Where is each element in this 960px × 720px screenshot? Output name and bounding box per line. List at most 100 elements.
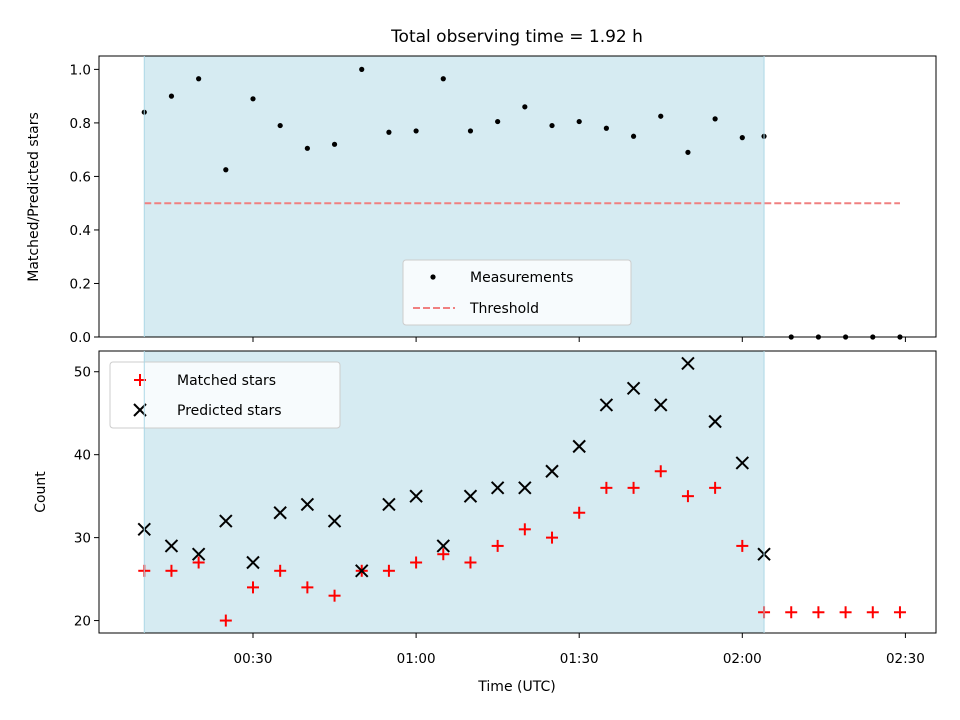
matched-star-point: [600, 481, 613, 494]
measurement-point: [685, 149, 691, 155]
matched-star-point: [382, 564, 395, 577]
top-y-ticks: 0.0 0.2 0.4 0.6 0.8 1.0: [70, 62, 99, 346]
matched-star-point: [518, 523, 531, 536]
measurement-point: [250, 96, 256, 102]
y-tick-label: 0.4: [70, 223, 91, 239]
predicted-star-point: [626, 381, 641, 396]
predicted-star-point: [708, 414, 722, 429]
matched-star-point: [192, 556, 205, 569]
y-tick-label: 50: [74, 365, 91, 381]
bottom-legend-box: [109, 361, 341, 429]
y-tick-label: 1.0: [70, 62, 91, 78]
top-legend-box: [402, 259, 632, 326]
predicted-star-point: [463, 489, 478, 503]
chart-title: Total observing time = 1.92 h: [390, 27, 643, 47]
measurement-point: [359, 66, 365, 72]
measurement-point: [630, 133, 637, 139]
top-y-axis-label: Matched/Predicted stars: [26, 112, 42, 282]
predicted-star-point: [300, 497, 315, 512]
matched-star-point: [812, 606, 825, 619]
predicted-star-point: [355, 564, 369, 578]
matched-star-point: [573, 506, 586, 519]
matched-star-point: [165, 564, 178, 577]
measurement-point: [658, 113, 664, 119]
measurement-point: [712, 116, 718, 122]
predicted-star-point: [681, 356, 695, 371]
measurement-point: [413, 128, 419, 134]
measurement-point: [495, 118, 501, 125]
top-axes-frame: [98, 55, 937, 338]
matched-star-point: [219, 614, 232, 627]
x-axis-label: Time (UTC): [477, 679, 555, 695]
predicted-star-point: [382, 497, 396, 512]
y-tick-label: 20: [74, 614, 91, 630]
bottom-x-ticks: 00:30 01:00 01:30 02:00 02:30: [234, 633, 925, 667]
legend-matched-label: Matched stars: [177, 373, 276, 389]
y-tick-label: 40: [74, 448, 91, 464]
predicted-star-point: [219, 514, 233, 528]
matched-star-point: [546, 531, 559, 544]
predicted-star-point: [599, 398, 614, 412]
measurement-point: [168, 93, 175, 99]
matched-star-point: [709, 481, 722, 494]
predicted-star-point: [490, 481, 505, 495]
x-tick-label: 01:00: [397, 651, 436, 667]
bottom-y-ticks: 20 30 40 50: [74, 365, 99, 630]
legend-threshold-label: Threshold: [469, 301, 539, 317]
matched-star-point: [491, 539, 504, 552]
matched-star-point: [785, 606, 798, 619]
predicted-star-point: [735, 456, 750, 470]
y-tick-label: 30: [74, 531, 91, 547]
legend-measurements-marker: [430, 274, 436, 280]
matched-star-point: [328, 589, 341, 602]
measurement-point: [603, 125, 609, 131]
measurement-point: [196, 76, 202, 82]
measurement-point: [522, 104, 528, 110]
measurement-point: [277, 122, 283, 129]
bottom-axes-frame: [98, 350, 937, 634]
measurement-point: [576, 118, 582, 125]
measurement-point: [467, 128, 474, 134]
x-tick-label: 00:30: [234, 651, 273, 667]
x-tick-label: 01:30: [560, 651, 599, 667]
matched-star-point: [627, 481, 640, 494]
measurement-point: [739, 135, 745, 141]
x-tick-label: 02:00: [723, 651, 762, 667]
matched-star-point: [437, 548, 450, 561]
top-legend: Measurements Threshold: [402, 259, 632, 326]
y-tick-label: 0.2: [70, 276, 91, 292]
predicted-star-point: [164, 539, 179, 553]
matched-star-point: [654, 465, 667, 478]
x-tick-label: 02:30: [886, 651, 925, 667]
measurement-point: [549, 122, 555, 129]
y-tick-label: 0.6: [70, 169, 91, 185]
predicted-star-point: [273, 506, 287, 520]
bottom-panel: 20 30 40 50 00:30 01:00 01:30 02:00 02:30 Count…: [33, 350, 937, 695]
legend-measurements-label: Measurements: [470, 270, 573, 286]
matched-star-point: [301, 581, 314, 594]
y-tick-label: 0.8: [70, 116, 91, 132]
top-panel: 0.0 0.2 0.4 0.6 0.8 1.0 Matched/Predicted sta…: [26, 55, 937, 346]
predicted-star-point: [545, 464, 559, 478]
bottom-y-axis-label: Count: [33, 471, 49, 513]
matched-star-point: [736, 539, 749, 552]
predicted-star-point: [191, 547, 206, 561]
measurement-point: [223, 167, 229, 173]
predicted-star-point: [572, 439, 586, 454]
y-tick-label: 0.0: [70, 330, 91, 346]
predicted-star-point: [518, 481, 532, 495]
top-x-ticks: [252, 337, 906, 342]
matched-star-point: [866, 606, 879, 619]
matched-star-point: [410, 556, 423, 569]
predicted-star-point: [654, 398, 668, 412]
measurement-point: [440, 76, 446, 82]
measurement-point: [304, 145, 310, 151]
matched-star-point: [893, 606, 906, 619]
matched-star-point: [274, 564, 287, 577]
legend-predicted-label: Predicted stars: [177, 403, 282, 419]
predicted-star-point: [327, 514, 342, 528]
predicted-star-point: [436, 539, 450, 553]
matched-star-point: [839, 606, 852, 619]
matched-star-point: [681, 490, 694, 503]
